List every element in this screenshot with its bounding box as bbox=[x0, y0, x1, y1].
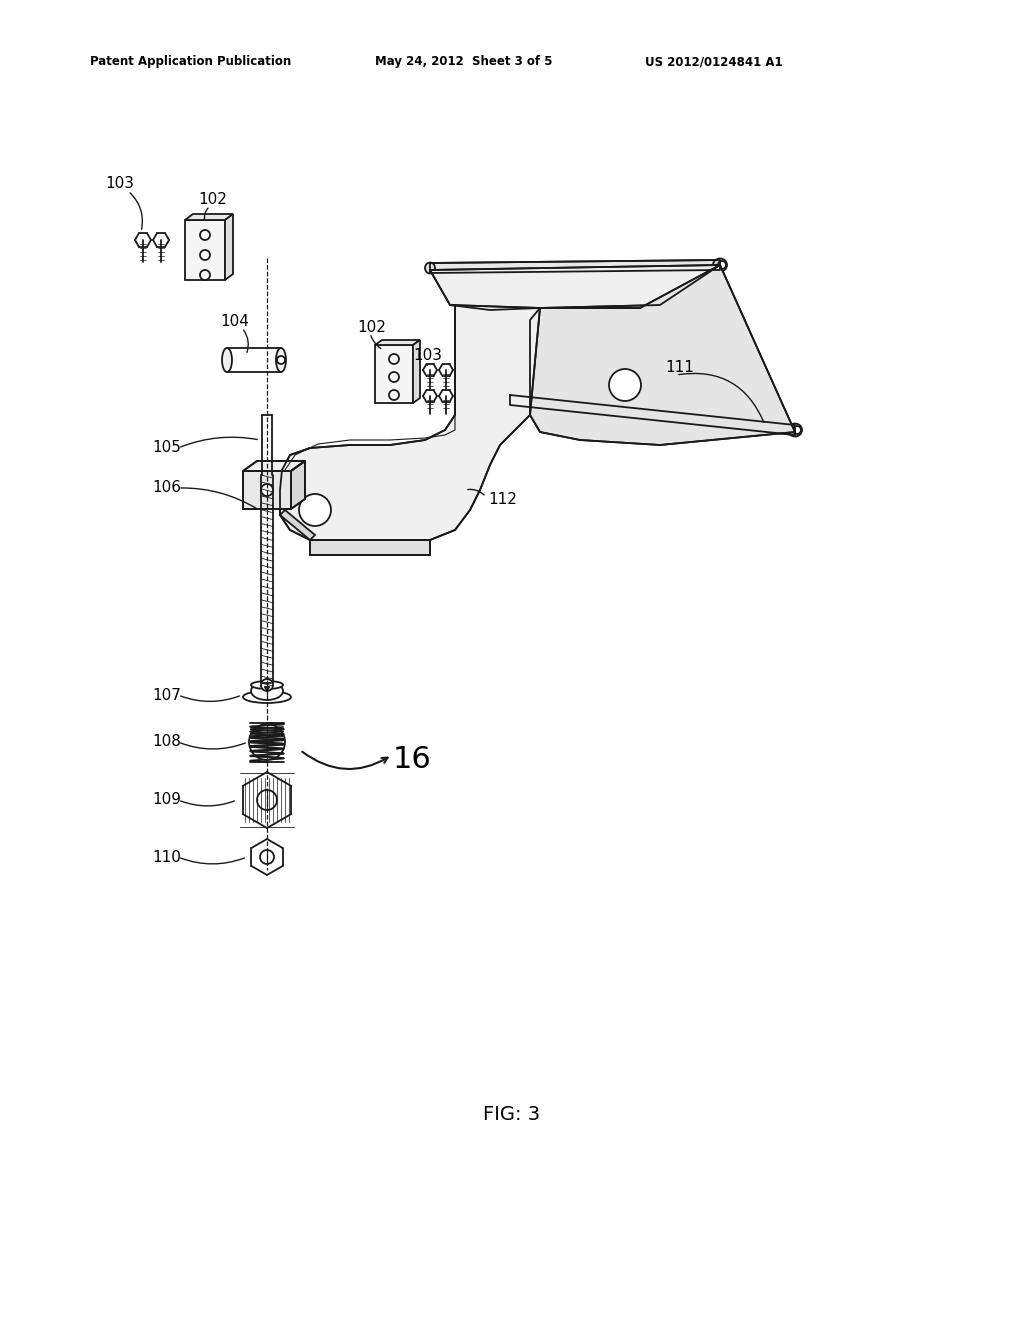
Text: US 2012/0124841 A1: US 2012/0124841 A1 bbox=[645, 55, 782, 69]
Circle shape bbox=[389, 389, 399, 400]
Ellipse shape bbox=[425, 263, 435, 273]
Polygon shape bbox=[310, 540, 430, 554]
Text: 109: 109 bbox=[152, 792, 181, 808]
Polygon shape bbox=[225, 214, 233, 280]
Ellipse shape bbox=[251, 682, 283, 700]
Circle shape bbox=[260, 850, 274, 865]
Polygon shape bbox=[280, 305, 540, 540]
Text: 108: 108 bbox=[152, 734, 181, 750]
Circle shape bbox=[249, 723, 285, 760]
Circle shape bbox=[389, 354, 399, 364]
Circle shape bbox=[389, 372, 399, 381]
Polygon shape bbox=[510, 395, 795, 436]
Polygon shape bbox=[375, 345, 413, 403]
Text: May 24, 2012  Sheet 3 of 5: May 24, 2012 Sheet 3 of 5 bbox=[375, 55, 553, 69]
Text: FIG: 3: FIG: 3 bbox=[483, 1106, 541, 1125]
Text: 107: 107 bbox=[152, 688, 181, 702]
Circle shape bbox=[609, 370, 641, 401]
Polygon shape bbox=[185, 214, 233, 220]
Circle shape bbox=[278, 356, 285, 364]
Polygon shape bbox=[413, 341, 420, 403]
Circle shape bbox=[793, 426, 801, 434]
Ellipse shape bbox=[222, 348, 232, 372]
Ellipse shape bbox=[243, 690, 291, 704]
Ellipse shape bbox=[505, 395, 515, 405]
Ellipse shape bbox=[788, 424, 802, 437]
Polygon shape bbox=[375, 341, 420, 345]
Circle shape bbox=[299, 494, 331, 525]
Text: 102: 102 bbox=[198, 193, 227, 207]
Text: 103: 103 bbox=[413, 347, 442, 363]
Circle shape bbox=[718, 261, 726, 269]
Text: 16: 16 bbox=[393, 746, 432, 775]
Ellipse shape bbox=[276, 348, 286, 372]
Polygon shape bbox=[530, 265, 795, 445]
Polygon shape bbox=[185, 220, 225, 280]
Text: Patent Application Publication: Patent Application Publication bbox=[90, 55, 291, 69]
Circle shape bbox=[257, 789, 278, 810]
Text: 112: 112 bbox=[488, 492, 517, 507]
Circle shape bbox=[261, 484, 273, 496]
Text: 103: 103 bbox=[105, 176, 134, 190]
Polygon shape bbox=[430, 265, 720, 310]
Text: 102: 102 bbox=[357, 319, 386, 334]
Ellipse shape bbox=[251, 681, 283, 689]
Ellipse shape bbox=[713, 259, 727, 272]
Circle shape bbox=[200, 271, 210, 280]
Text: 110: 110 bbox=[152, 850, 181, 865]
Polygon shape bbox=[243, 461, 305, 471]
Circle shape bbox=[200, 249, 210, 260]
Circle shape bbox=[200, 230, 210, 240]
Polygon shape bbox=[430, 260, 720, 273]
Polygon shape bbox=[280, 510, 315, 540]
Polygon shape bbox=[243, 471, 291, 510]
Circle shape bbox=[261, 678, 273, 690]
Text: 104: 104 bbox=[220, 314, 249, 330]
Text: 106: 106 bbox=[152, 480, 181, 495]
Text: 111: 111 bbox=[665, 360, 694, 375]
Polygon shape bbox=[291, 461, 305, 510]
Text: 105: 105 bbox=[152, 441, 181, 455]
